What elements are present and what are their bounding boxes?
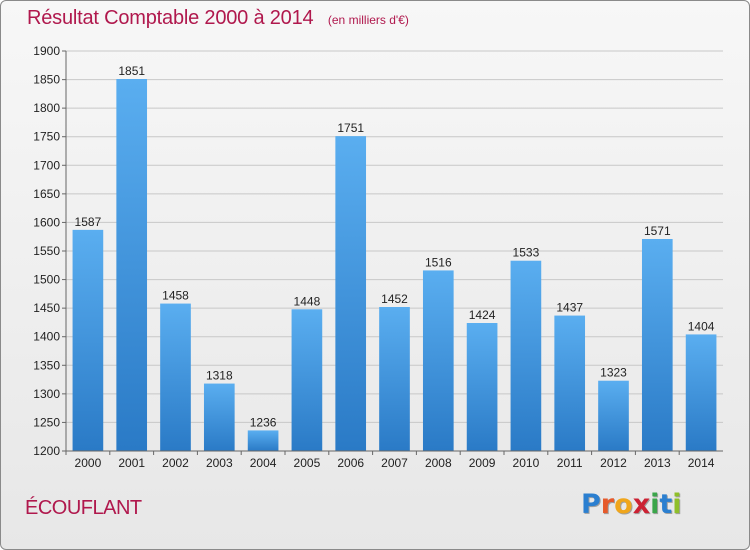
- x-axis: 2000 2001 2002 2003 2004 2005 2006 2007 2008 2009…: [65, 450, 723, 470]
- x-tick-label: 2011: [557, 456, 583, 470]
- bar-value-label: 1236: [250, 415, 277, 429]
- y-tick-label: 1600: [33, 215, 60, 229]
- y-axis: 1200 1250 1300 1350 1400 1450 1500 1550 1600 1650…: [33, 44, 67, 458]
- bar-2008: [422, 270, 454, 451]
- x-tick-label: 2013: [644, 456, 671, 470]
- bar-value-label: 1437: [556, 301, 583, 315]
- y-tick-label: 1800: [33, 101, 60, 115]
- x-tick-label: 2007: [381, 456, 408, 470]
- bar-2005: [291, 309, 323, 451]
- y-tick-label: 1500: [33, 273, 60, 287]
- bar-2007: [379, 307, 410, 451]
- bar-2011: [554, 315, 586, 451]
- bar-value-label: 1571: [644, 224, 671, 238]
- bar-value-label: 1318: [206, 369, 233, 383]
- y-tick-label: 1300: [33, 387, 60, 401]
- bar-value-label: 1587: [75, 215, 102, 229]
- bar-value-label: 1448: [294, 294, 321, 308]
- logo-letter: P: [581, 489, 601, 520]
- x-tick-label: 2010: [513, 456, 540, 470]
- x-tick-label: 2001: [118, 456, 145, 470]
- y-tick-label: 1450: [33, 301, 60, 315]
- y-tick-label: 1550: [33, 244, 60, 258]
- bar-2000: [72, 229, 104, 451]
- y-tick-label: 1200: [33, 444, 60, 458]
- bar-2004: [247, 430, 279, 451]
- y-tick-label: 1400: [33, 330, 60, 344]
- y-tick-label: 1900: [33, 44, 60, 58]
- logo-letter: x: [632, 489, 651, 520]
- bar-value-label: 1452: [381, 292, 408, 306]
- bar-2013: [641, 239, 673, 451]
- logo-letter: r: [600, 489, 615, 520]
- x-tick-label: 2004: [250, 456, 277, 470]
- x-tick-label: 2000: [75, 456, 102, 470]
- bar-2012: [598, 380, 629, 451]
- bar-2009: [466, 323, 498, 451]
- y-tick-label: 1700: [33, 158, 60, 172]
- bar-value-label: 1516: [425, 255, 452, 269]
- y-tick-label: 1850: [33, 73, 60, 87]
- bars: 1587 1851 1458 1318 1236 1448 1751 1452 1516 1424…: [72, 64, 717, 451]
- place-name: ÉCOUFLANT: [25, 497, 142, 519]
- bar-2006: [335, 136, 367, 451]
- logo-letter: i: [672, 489, 682, 520]
- bar-value-label: 1404: [688, 319, 715, 333]
- x-tick-label: 2003: [206, 456, 233, 470]
- x-tick-label: 2008: [425, 456, 452, 470]
- bar-2014: [685, 334, 717, 451]
- chart-title: Résultat Comptable 2000 à 2014: [27, 7, 314, 29]
- x-tick-label: 2005: [294, 456, 321, 470]
- bar-2001: [116, 79, 148, 451]
- y-tick-label: 1250: [33, 415, 60, 429]
- bar-value-label: 1458: [162, 289, 189, 303]
- x-tick-label: 2014: [688, 456, 715, 470]
- x-tick-label: 2006: [337, 456, 364, 470]
- title-row: Résultat Comptable 2000 à 2014 (en milli…: [27, 7, 409, 30]
- proxiti-logo[interactable]: Proxiti: [581, 489, 682, 520]
- bar-value-label: 1751: [337, 121, 364, 135]
- y-tick-label: 1650: [33, 187, 60, 201]
- bar-2003: [203, 383, 235, 451]
- bar-value-label: 1533: [513, 246, 540, 260]
- bar-value-label: 1323: [600, 366, 627, 380]
- logo-letter: t: [659, 489, 673, 520]
- y-tick-label: 1350: [33, 358, 60, 372]
- x-tick-label: 2009: [469, 456, 496, 470]
- x-tick-label: 2002: [162, 456, 189, 470]
- logo-letter: o: [614, 489, 633, 520]
- x-tick-label: 2012: [600, 456, 627, 470]
- bar-2002: [160, 303, 191, 451]
- bar-value-label: 1424: [469, 308, 496, 322]
- y-tick-label: 1750: [33, 130, 60, 144]
- logo-letter: i: [650, 489, 660, 520]
- chart-subtitle: (en milliers d'€): [327, 13, 409, 27]
- bar-value-label: 1851: [118, 64, 145, 78]
- bar-2010: [510, 260, 542, 451]
